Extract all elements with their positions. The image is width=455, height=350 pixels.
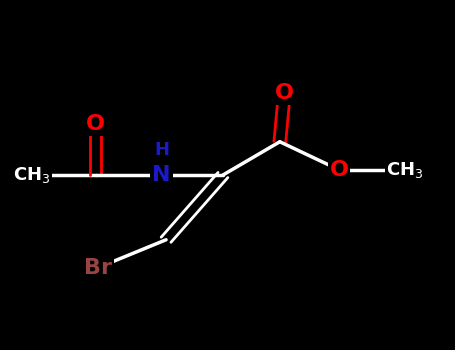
Text: O: O — [275, 83, 294, 103]
Text: Br: Br — [84, 258, 112, 278]
Text: CH$_3$: CH$_3$ — [386, 160, 424, 180]
Text: O: O — [86, 114, 105, 134]
Text: H: H — [154, 141, 169, 160]
Text: CH$_3$: CH$_3$ — [13, 165, 51, 185]
Text: N: N — [152, 165, 171, 185]
Text: O: O — [329, 160, 349, 180]
